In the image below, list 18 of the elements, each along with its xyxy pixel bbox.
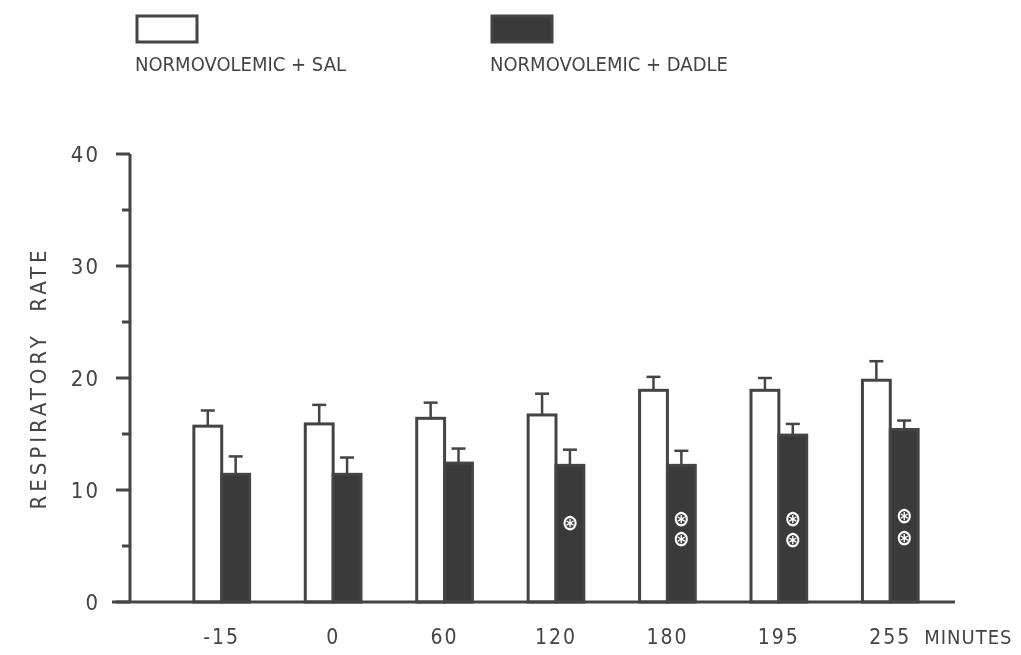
legend-label: NORMOVOLEMIC + DADLE [490,52,728,76]
y-axis-title: RESPIRATORY RATE [25,246,51,510]
x-tick-label: 60 [430,625,459,649]
x-tick-label: 0 [326,625,341,649]
x-tick-label: 255 [869,625,912,649]
y-tick-label: 10 [70,477,100,503]
x-tick-label: 195 [757,625,800,649]
x-tick-label: 120 [534,625,578,649]
y-tick-label: 0 [85,589,100,615]
legend-label: NORMOVOLEMIC + SAL [135,52,346,76]
x-tick-label: 180 [646,625,689,649]
y-tick-label: 30 [70,253,100,279]
y-tick-label: 40 [70,141,100,167]
x-axis-title: MINUTES [924,625,1013,649]
x-tick-label: -15 [203,625,241,649]
annotation: ⊛ [561,509,579,535]
y-tick-label: 20 [70,365,100,391]
annotation: ⊛ [673,505,690,531]
